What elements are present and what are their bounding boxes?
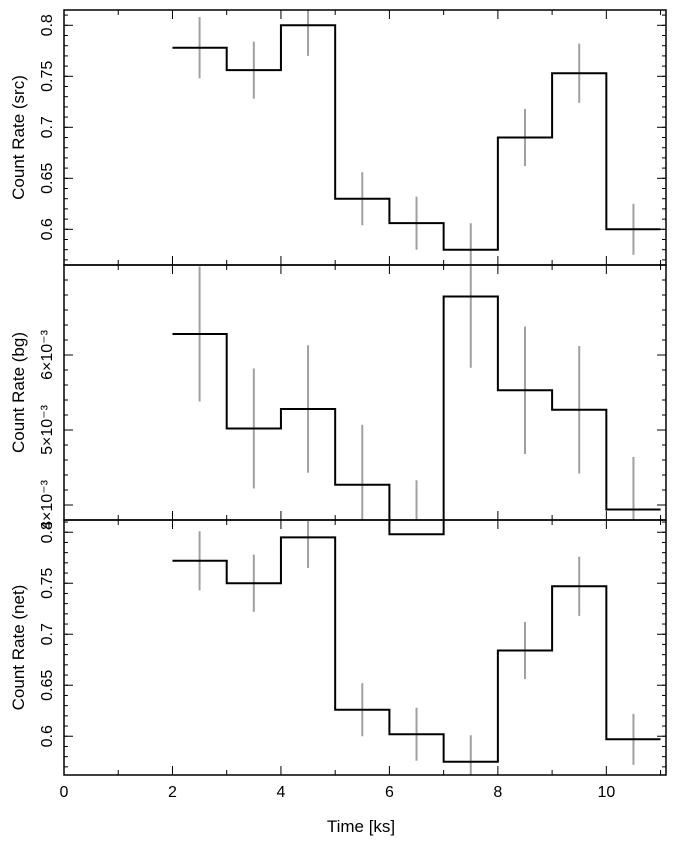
panel-net-frame [63,519,667,776]
y-tick-label: 0.6 [39,725,56,747]
panel-bg-step-line [172,295,661,536]
panel-bg-ytick-labels: 4×10⁻³ 5×10⁻³ 6×10⁻³ [39,329,56,529]
panel-src-frame [63,9,667,266]
panel-net-ytick-labels: 0.6 0.65 0.7 0.75 0.8 [39,521,56,747]
panel-bg: 4×10⁻³ 5×10⁻³ 6×10⁻³ Count Rate (bg) [9,264,667,536]
panel-net-errorbars [198,520,635,775]
y-tick-label: 0.6 [39,218,56,240]
y-tick-label: 4×10⁻³ [39,479,56,529]
panel-net-step-line [172,536,661,763]
panel-bg-ticks [63,264,666,521]
y-tick-label: 5×10⁻³ [39,404,56,454]
y-tick-label: 0.65 [39,163,56,194]
y-tick-label: 0.65 [39,670,56,701]
x-tick-label: 10 [597,784,615,801]
y-tick-label: 0.7 [39,623,56,645]
panel-bg-errorbars [198,265,635,520]
x-tick-label: 8 [493,784,502,801]
x-tick-label: 4 [276,784,285,801]
y-tick-label: 0.8 [39,14,56,36]
panel-net-ylabel: Count Rate (net) [9,585,28,711]
y-tick-label: 0.75 [39,61,56,92]
x-tick-label: 0 [60,784,69,801]
x-tick-label: 6 [385,784,394,801]
y-tick-label: 0.75 [39,568,56,599]
y-tick-label: 0.8 [39,521,56,543]
y-tick-label: 6×10⁻³ [39,329,56,379]
panel-src-step-line [172,24,661,251]
panel-bg-ylabel: Count Rate (bg) [9,332,28,453]
y-tick-label: 0.7 [39,116,56,138]
panel-src-ylabel: Count Rate (src) [9,75,28,200]
panel-net-ticks [63,520,666,775]
panel-src-ytick-labels: 0.6 0.65 0.7 0.75 0.8 [39,14,56,240]
panel-bg-frame [63,264,667,521]
panel-net: 0.6 0.65 0.7 0.75 0.8 Count Rate (net) [9,519,667,776]
x-tick-labels: 0 2 4 6 8 10 [60,784,616,801]
panel-src: 0.6 0.65 0.7 0.75 0.8 Count Rate (src) [9,9,667,266]
x-tick-label: 2 [168,784,177,801]
panel-src-errorbars [198,10,635,265]
panel-src-ticks [63,10,666,265]
x-axis-label: Time [ks] [327,817,395,836]
